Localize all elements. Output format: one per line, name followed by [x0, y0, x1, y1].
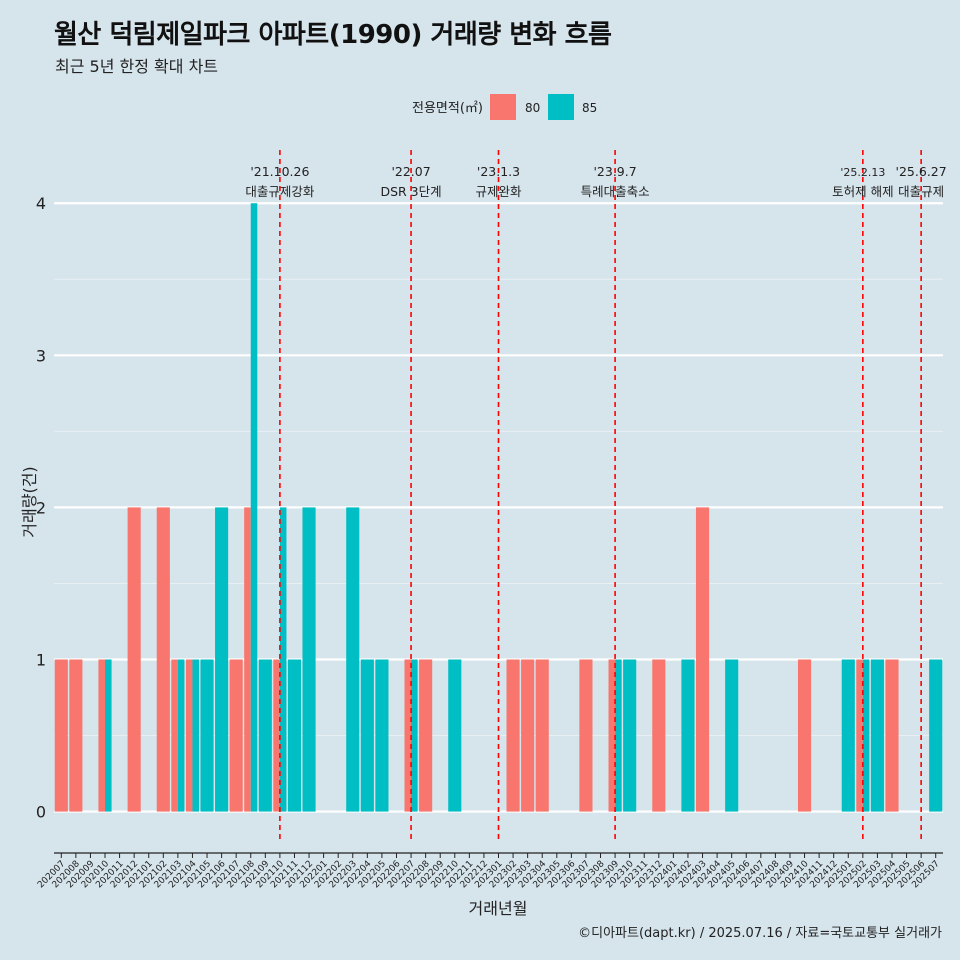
- bar-202109-85: [258, 659, 272, 812]
- bar-202303-80: [521, 659, 535, 812]
- bar-202403-80: [695, 507, 710, 812]
- event-date-label: '25.6.27: [896, 164, 947, 179]
- event-text-label: 대출규제강화: [245, 184, 315, 199]
- bar-202410-80: [797, 659, 812, 812]
- event-text-label: 규제완화: [475, 184, 522, 199]
- legend-label-85: 85: [582, 101, 597, 115]
- bar-202207-80: [404, 659, 412, 812]
- event-lines: [279, 150, 922, 842]
- bar-202105-85: [200, 659, 214, 812]
- legend-label-80: 80: [525, 101, 540, 115]
- bar-202204-85: [360, 659, 374, 812]
- y-tick-label: 4: [36, 194, 46, 213]
- event-date-label: '23.9.7: [593, 164, 636, 179]
- legend-swatch-85: [548, 94, 574, 120]
- bar-202203-85: [346, 507, 360, 812]
- bar-202310-85: [623, 659, 637, 812]
- bar-202503-85: [870, 659, 884, 812]
- bar-202309-80: [608, 659, 616, 812]
- legend-swatch-80: [490, 94, 516, 120]
- bar-202102-80: [156, 507, 170, 812]
- bar-202309-85: [615, 659, 622, 812]
- y-tick-label: 3: [36, 346, 46, 365]
- bar-202008-80: [69, 659, 83, 812]
- chart-subtitle: 최근 5년 한정 확대 차트: [55, 57, 219, 76]
- bar-202507-85: [929, 659, 943, 812]
- bar-202107-80: [229, 659, 243, 812]
- y-axis-title: 거래량(건): [20, 466, 39, 537]
- bar-202010-85: [105, 659, 112, 812]
- legend: 전용면적(㎡) 80 85: [412, 94, 597, 120]
- bar-202405-85: [725, 659, 739, 812]
- x-axis: 2020072020082020092020102020112020122021…: [36, 852, 943, 890]
- bar-202304-80: [535, 659, 549, 812]
- bar-202103-85: [177, 659, 185, 812]
- event-text-label: 토허제 해제: [832, 184, 893, 199]
- chart-title: 월산 덕림제일파크 아파트(1990) 거래량 변화 흐름: [54, 20, 612, 50]
- y-axis: 0 1 2 3 4: [36, 194, 46, 821]
- event-text-label: DSR 3단계: [380, 184, 441, 199]
- event-date-label: '23.1.3: [477, 164, 520, 179]
- bar-202104-80: [185, 659, 193, 812]
- bar-202111-85: [287, 659, 302, 812]
- x-axis-title: 거래년월: [469, 899, 528, 918]
- event-date-label: '21.10.26: [250, 164, 309, 179]
- bar-202501-85: [841, 659, 855, 812]
- bars: [54, 203, 943, 812]
- bar-202502-80: [856, 659, 863, 812]
- bar-202108-80: [244, 507, 251, 812]
- source-caption: ©디아파트(dapt.kr) / 2025.07.16 / 자료=국토교통부 실…: [578, 926, 942, 941]
- y-tick-label: 0: [36, 803, 46, 822]
- legend-title: 전용면적(㎡): [412, 101, 483, 116]
- bar-202010-80: [98, 659, 106, 812]
- bar-202110-85: [279, 507, 287, 812]
- bar-202312-80: [652, 659, 666, 812]
- event-date-label: '25.2.13: [840, 166, 885, 179]
- bar-202504-80: [885, 659, 899, 812]
- y-tick-label: 2: [36, 498, 46, 517]
- bar-202502-85: [862, 659, 870, 812]
- bar-202106-85: [215, 507, 229, 812]
- bar-202210-85: [448, 659, 462, 812]
- y-tick-label: 1: [36, 650, 46, 669]
- bar-202402-85: [681, 659, 695, 812]
- bar-202307-80: [579, 659, 593, 812]
- bar-202108-85: [250, 203, 258, 812]
- event-text-label: 대출규제: [898, 184, 944, 199]
- bar-202207-85: [411, 659, 418, 812]
- bar-202205-85: [375, 659, 389, 812]
- bar-202112-85: [302, 507, 316, 812]
- event-text-label: 특례대출축소: [581, 184, 650, 199]
- bar-202302-80: [506, 659, 520, 812]
- bar-202208-80: [419, 659, 433, 812]
- event-date-label: '22.07: [391, 164, 430, 179]
- bar-202007-80: [54, 659, 68, 812]
- bar-202104-85: [192, 659, 200, 812]
- bar-202103-80: [171, 659, 178, 812]
- bar-202012-80: [127, 507, 141, 812]
- event-annotations: '21.10.26 대출규제강화 '22.07 DSR 3단계 '23.1.3 규제완화 '…: [245, 164, 946, 199]
- bar-202110-80: [273, 659, 280, 812]
